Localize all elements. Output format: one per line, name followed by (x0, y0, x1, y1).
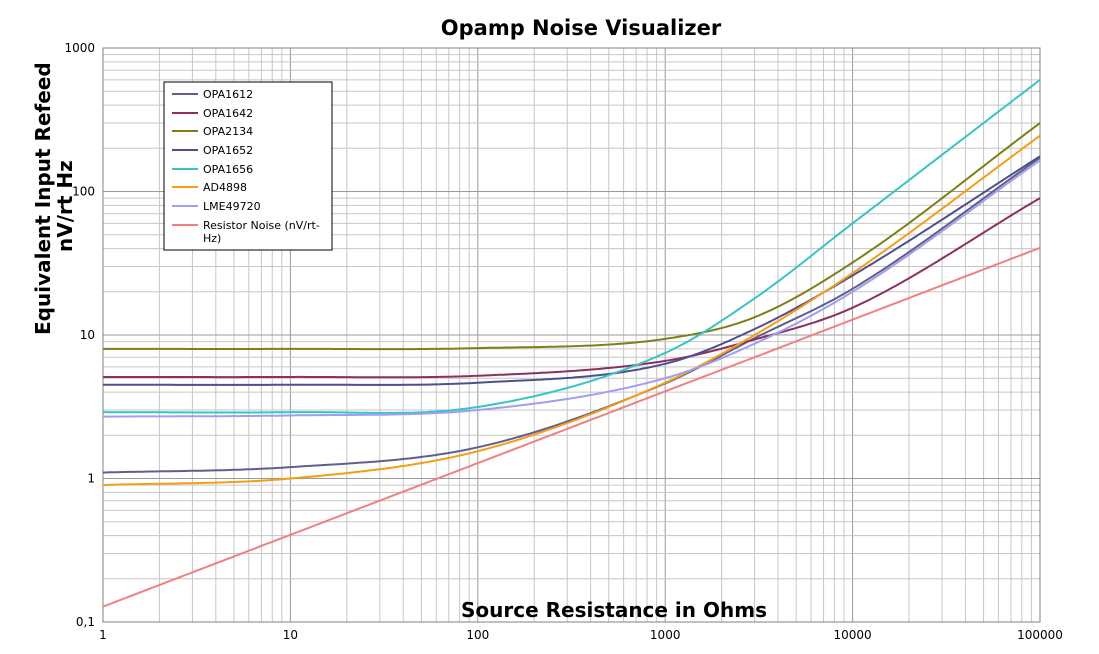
x-tick-label: 100000 (1017, 628, 1063, 642)
series-line-5 (102, 134, 1041, 487)
x-axis-label: Source Resistance in Ohms (461, 598, 767, 622)
y-tick-labels: 0,1 1 10 100 1000 (64, 41, 95, 629)
y-tick-label: 1 (87, 472, 95, 486)
legend-label: OPA1612 (203, 88, 253, 101)
series-line-3 (103, 155, 1041, 386)
y-tick-label: 1000 (64, 41, 95, 55)
series-line-2 (103, 122, 1041, 351)
x-tick-label: 10000 (834, 628, 872, 642)
series-line-6 (103, 159, 1041, 418)
legend-label: OPA1652 (203, 144, 253, 157)
legend-label: OPA2134 (203, 125, 253, 138)
chart-title: Opamp Noise Visualizer (441, 16, 722, 40)
x-tick-label: 100 (466, 628, 489, 642)
x-tick-label: 1000 (650, 628, 681, 642)
y-axis-label-line1: Equivalent Input Refeed (31, 62, 55, 335)
plot-frame (102, 47, 1041, 623)
y-tick-label: 10 (80, 328, 95, 342)
legend-label: OPA1656 (203, 163, 253, 176)
legend-items: OPA1612 OPA1642 OPA2134 OPA1652 OPA1656 AD489… (172, 88, 320, 245)
x-tick-label: 10 (283, 628, 298, 642)
y-tick-label: 100 (72, 185, 95, 199)
legend-label: AD4898 (203, 181, 247, 194)
x-tick-labels: 1 10 100 1000 10000 100000 (99, 628, 1063, 642)
series-line-7 (102, 246, 1041, 608)
y-axis-label: Equivalent Input Refeed nV/rt Hz (31, 62, 77, 335)
legend-label: Resistor Noise (nV/rt-Hz) (203, 219, 320, 245)
series-line-1 (103, 197, 1041, 379)
y-tick-label: 0,1 (76, 615, 95, 629)
x-tick-label: 1 (99, 628, 107, 642)
legend-label: OPA1642 (203, 107, 253, 120)
series-group (102, 79, 1041, 608)
legend-label: LME49720 (203, 200, 261, 213)
series-line-0 (102, 156, 1041, 474)
y-axis-label-line2: nV/rt Hz (53, 160, 77, 252)
chart-legend: OPA1612 OPA1642 OPA2134 OPA1652 OPA1656 AD489… (163, 81, 333, 251)
series-line-4 (103, 79, 1041, 414)
legend-box (163, 81, 333, 251)
